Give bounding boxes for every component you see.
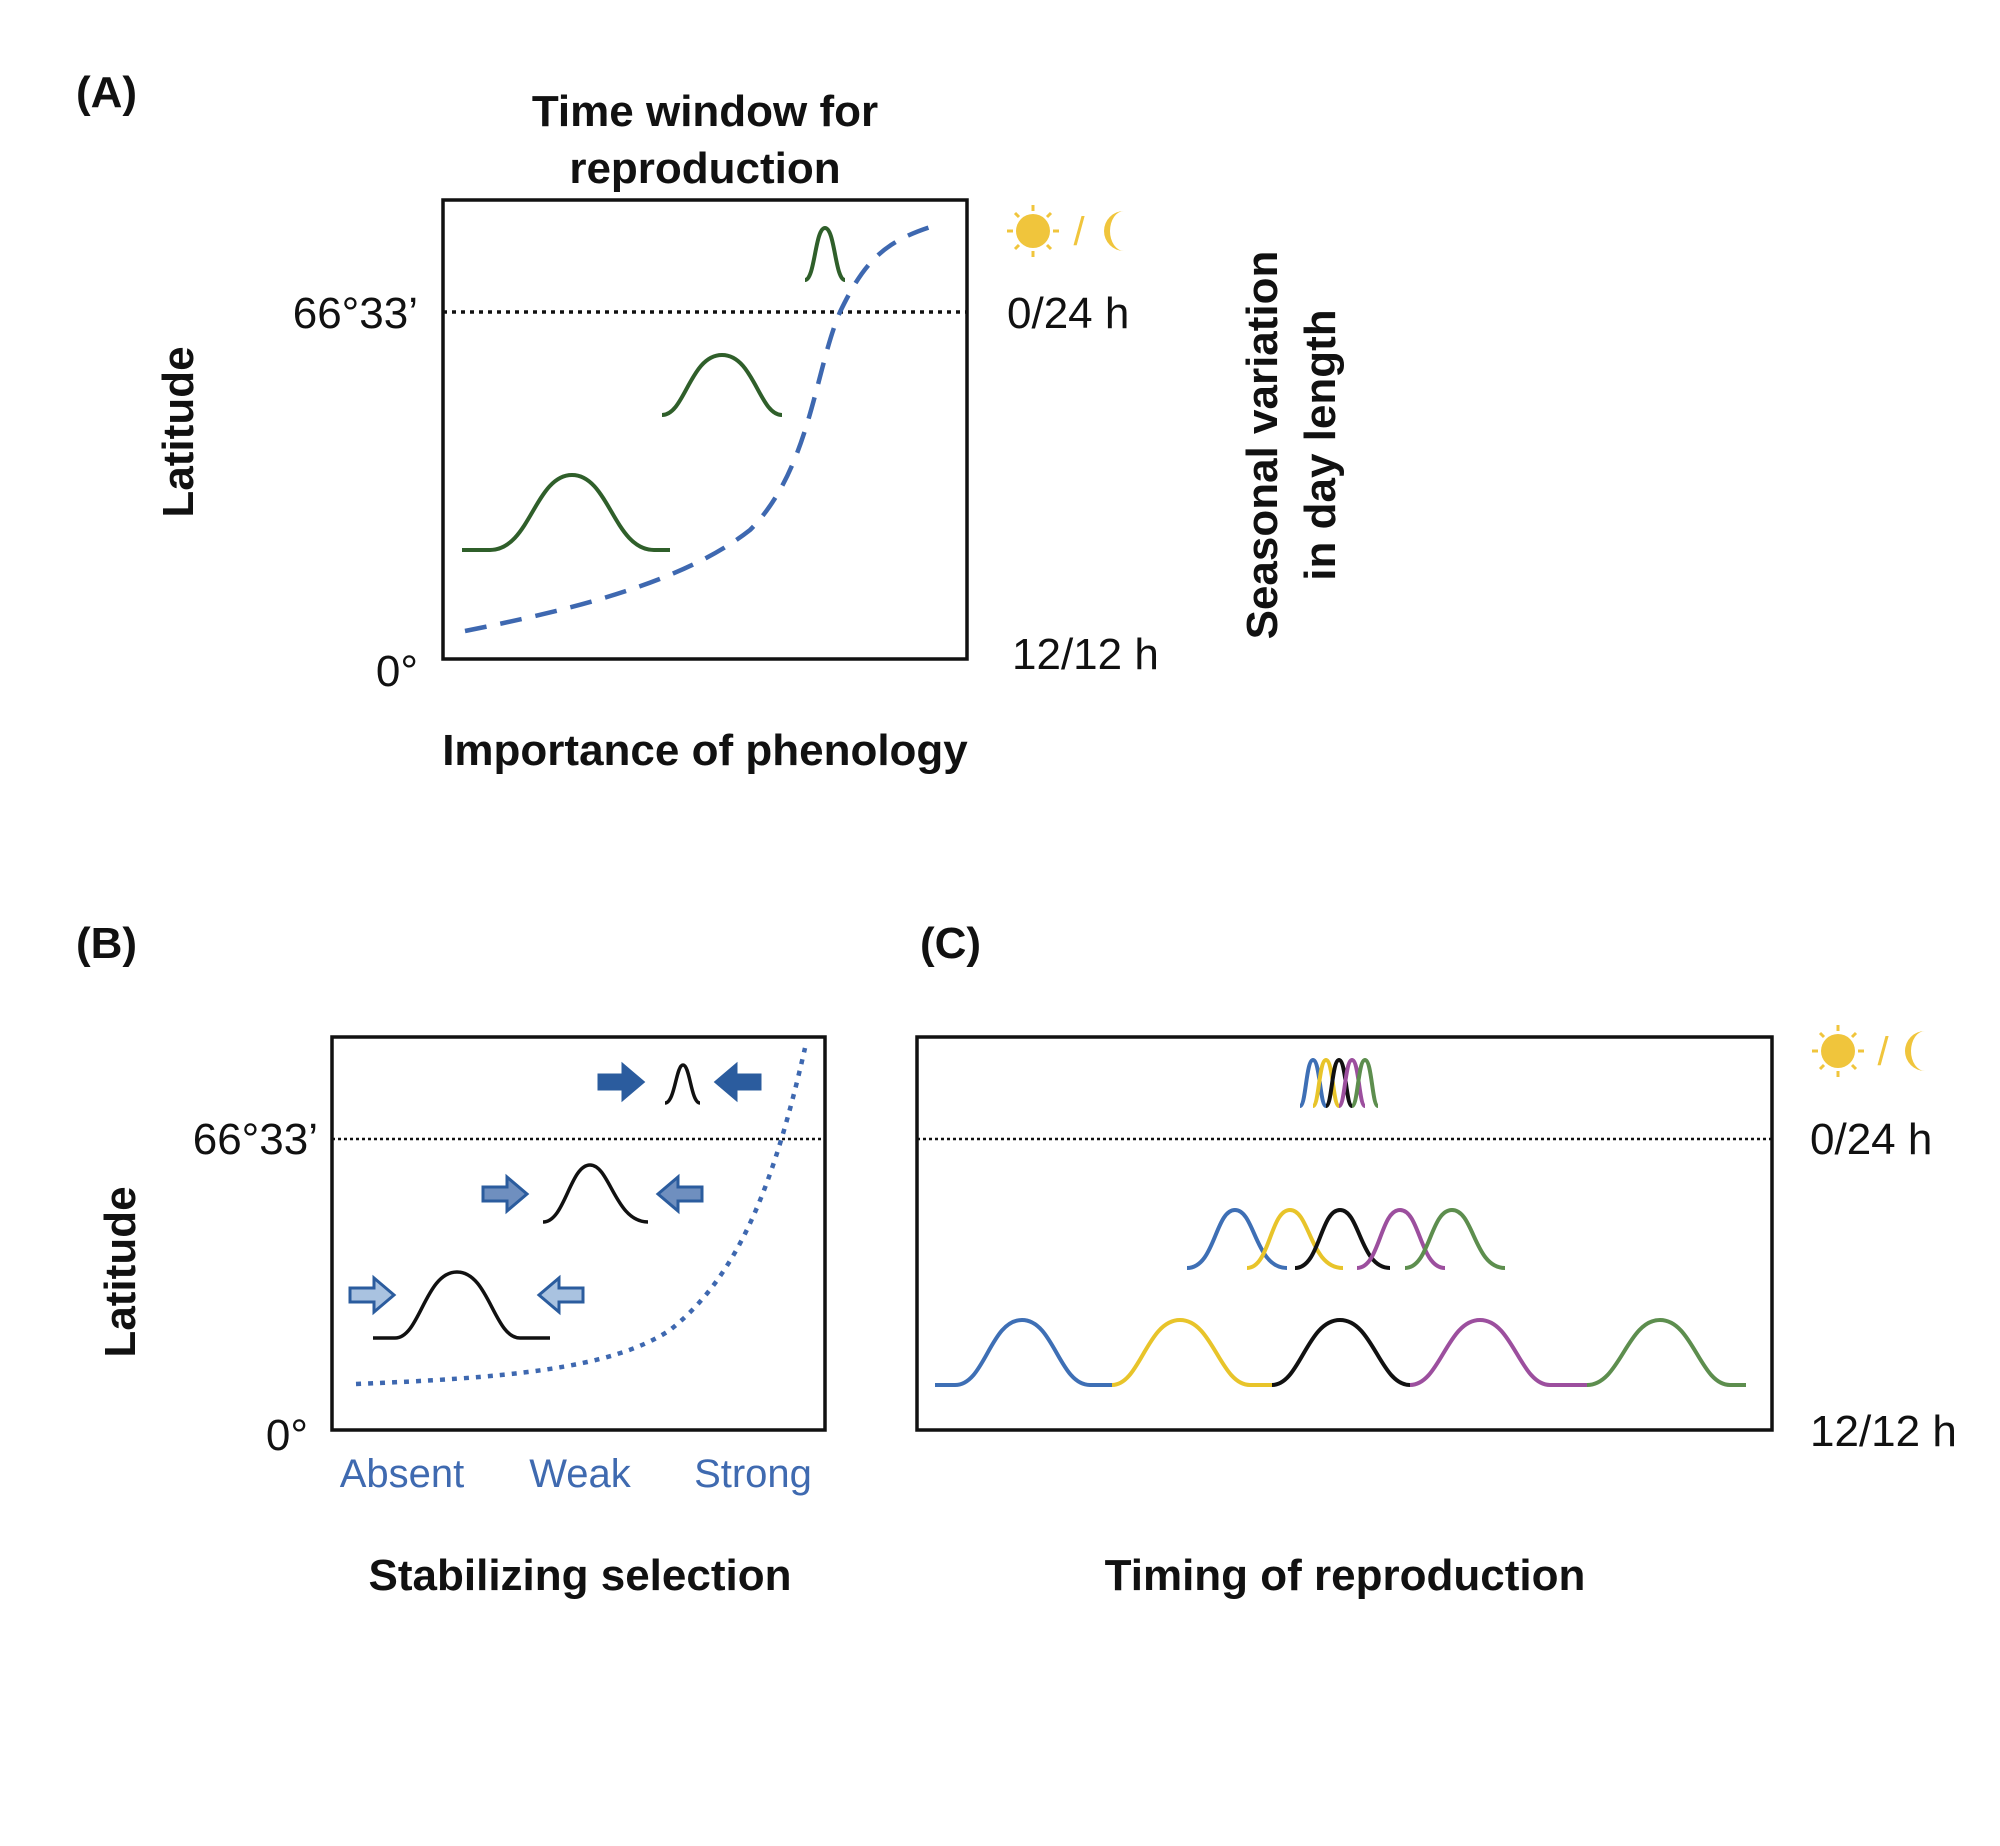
left-arrow-icon [713,1061,762,1103]
panel-b-x-axis-label: Stabilizing selection [369,1551,792,1600]
panel-b-level-strong: Strong [694,1452,812,1496]
panel-a-y-axis-label: Latitude [154,346,203,517]
high-latitude-window-2 [1311,1057,1341,1108]
left-arrow-icon [655,1173,704,1215]
right-arrow-icon [348,1274,397,1316]
panel-b-level-absent: Absent [340,1452,465,1496]
moon-icon [1905,1031,1925,1071]
panel-b-label: (B) [76,919,137,968]
panel-a-lat-high-label: 66°33’ [293,289,418,338]
panel-a: (A) Time window for reproduction Latitud… [76,68,1345,775]
right-arrow-icon [597,1061,646,1103]
high-latitude-window-3 [1324,1057,1354,1108]
low-latitude-window-2 [1111,1317,1272,1387]
panel-a-title-line2: reproduction [569,144,840,193]
panel-a-broad-window-curve [462,472,670,552]
mid-latitude-window-4 [1356,1207,1446,1270]
high-latitude-window-5 [1350,1057,1380,1108]
low-latitude-window-3 [1271,1317,1411,1387]
panel-b-level-weak: Weak [529,1452,632,1496]
right-arrow-icon [481,1173,530,1215]
sun-icon [1007,205,1059,257]
panel-a-title-line1: Time window for [532,87,878,136]
panel-b-narrow-curve [664,1063,701,1105]
panel-c-day-high-label: 0/24 h [1810,1115,1932,1164]
left-arrow-icon [536,1274,585,1316]
panel-a-lat-zero-label: 0° [376,647,418,696]
panel-c-plot-frame [915,1035,1774,1432]
panel-c-day-night-separator: / [1877,1030,1889,1074]
panel-c-day-low-label: 12/12 h [1810,1407,1957,1456]
panel-a-day-night-separator: / [1073,210,1085,254]
panel-b-plot-frame [330,1035,827,1432]
panel-b-y-axis-label: Latitude [96,1186,145,1357]
low-latitude-window-5 [1586,1317,1746,1387]
mid-latitude-window-1 [1186,1207,1288,1270]
panel-b: (B) Latitude 66°33’ 0° Absent Weak Stron… [76,919,827,1600]
panel-a-day-high-label: 0/24 h [1007,289,1129,338]
panel-a-x-axis-label: Importance of phenology [442,726,968,775]
panel-b-lat-zero-label: 0° [266,1411,308,1460]
panel-a-right-axis-label: Seasonal variation in day length [1238,251,1345,640]
panel-a-plot-frame [441,198,969,661]
panel-c: (C) Timing of reproduction 0/24 h 12/12 … [915,919,1957,1600]
panel-b-medium-curve [542,1163,649,1224]
low-latitude-window-4 [1409,1317,1587,1387]
panel-a-narrow-window-curve [803,225,847,282]
mid-latitude-window-5 [1404,1207,1506,1270]
high-latitude-window-1 [1298,1057,1328,1108]
panel-a-day-low-label: 12/12 h [1012,630,1159,679]
low-latitude-window-1 [935,1317,1112,1387]
panel-c-label: (C) [920,919,981,968]
moon-icon [1104,211,1124,251]
panel-a-right-axis-line2: in day length [1296,309,1345,580]
high-latitude-window-4 [1337,1057,1367,1108]
panel-b-dotted-curve [355,1047,808,1387]
mid-latitude-window-2 [1246,1207,1344,1270]
sun-icon [1812,1025,1864,1077]
panel-a-label: (A) [76,68,137,117]
panel-c-x-axis-label: Timing of reproduction [1105,1551,1586,1600]
panel-b-lat-high-label: 66°33’ [193,1115,318,1164]
mid-latitude-window-3 [1294,1207,1391,1270]
panel-a-medium-window-curve [661,352,783,417]
panel-a-dashed-curve [464,221,941,634]
panel-a-right-axis-line1: Seasonal variation [1238,251,1287,640]
panel-b-broad-curve [373,1270,550,1340]
